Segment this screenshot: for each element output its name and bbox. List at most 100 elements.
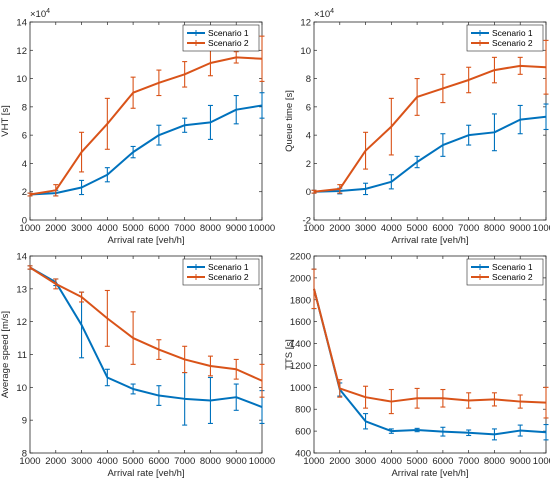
x-tick-label: 3000 (355, 456, 376, 467)
x-tick-label: 3000 (71, 456, 92, 467)
subplot-3: 1000 2000 3000 4000 5000 6000 7000 8000 9000 1000… (0, 252, 275, 480)
x-tick-label: 9000 (226, 223, 247, 234)
x-tick-label: 3000 (355, 223, 376, 234)
x-tick-label: 6000 (148, 223, 169, 234)
x-tick-label: 2000 (45, 456, 66, 467)
y-tick-label: 9 (22, 416, 27, 427)
legend-box (466, 258, 544, 286)
subplot-1: 1000 2000 3000 4000 5000 6000 7000 8000 9000 1000… (0, 8, 275, 246)
x-axis-label: Arrival rate [veh/h] (391, 468, 468, 479)
x-axis-label: Arrival rate [veh/h] (107, 235, 184, 246)
x-tick-label: 2000 (329, 456, 350, 467)
x-tick-label: 5000 (123, 223, 144, 234)
y-tick-label: 6 (22, 131, 27, 142)
y-axis-label: Queue time [s] (284, 90, 295, 152)
series-line (313, 288, 547, 436)
y-tick-label: 800 (295, 405, 311, 416)
y-tick-label: 1800 (290, 295, 311, 306)
y-tick-label: 1200 (290, 361, 311, 372)
legend-box (466, 24, 544, 52)
x-tick-label: 10000 (249, 456, 275, 467)
y-axis-label: Average speed [m/s] (0, 311, 11, 398)
legend-label: Scenario 2 (208, 272, 249, 282)
legend-label: Scenario 1 (492, 28, 533, 38)
legend-label: Scenario 2 (492, 272, 533, 282)
y-exponent-label: ×104 (30, 8, 50, 20)
x-tick-label: 5000 (407, 223, 428, 234)
x-tick-label: 2000 (329, 223, 350, 234)
x-tick-label: 8000 (484, 223, 505, 234)
y-tick-label: 1000 (290, 383, 311, 394)
x-tick-label: 7000 (174, 223, 195, 234)
x-tick-label: 6000 (432, 223, 453, 234)
x-tick-label: 7000 (458, 223, 479, 234)
series-line (313, 64, 547, 193)
x-tick-label: 4000 (381, 223, 402, 234)
series-line (29, 104, 263, 196)
x-tick-label: 9000 (510, 223, 531, 234)
x-tick-label: 10000 (249, 223, 275, 234)
series-line (313, 115, 547, 193)
series-line (29, 266, 263, 408)
x-tick-label: 8000 (200, 223, 221, 234)
y-axis-label: VHT [s] (0, 105, 11, 137)
axes-box (29, 21, 263, 221)
x-axis-label: Arrival rate [veh/h] (391, 235, 468, 246)
x-tick-label: 4000 (97, 223, 118, 234)
x-tick-label: 1000 (303, 456, 324, 467)
x-tick-label: 7000 (174, 456, 195, 467)
y-tick-label: 10 (300, 46, 311, 57)
x-tick-label: 5000 (123, 456, 144, 467)
x-tick-label: 9000 (510, 456, 531, 467)
x-tick-label: 7000 (458, 456, 479, 467)
y-tick-label: 1600 (290, 317, 311, 328)
legend-box (182, 258, 260, 286)
x-tick-label: 10000 (533, 223, 550, 234)
x-tick-label: 4000 (381, 456, 402, 467)
y-tick-label: 10 (16, 383, 27, 394)
x-axis-label: Arrival rate [veh/h] (107, 468, 184, 479)
legend-label: Scenario 2 (492, 38, 533, 48)
y-tick-label: 0 (22, 216, 27, 227)
subplot-2: 1000 2000 3000 4000 5000 6000 7000 8000 90001000… (284, 8, 550, 246)
y-tick-label: -2 (303, 216, 311, 227)
legend-label: Scenario 1 (208, 28, 249, 38)
y-tick-label: 13 (16, 284, 27, 295)
x-tick-label: 4000 (97, 456, 118, 467)
y-tick-label: 12 (16, 317, 27, 328)
y-exponent-label: ×104 (314, 8, 334, 20)
series-1 (27, 92, 265, 197)
series-line (29, 266, 263, 382)
y-tick-label: 2200 (290, 252, 311, 263)
x-tick-label: 5000 (407, 456, 428, 467)
x-tick-label: 6000 (148, 456, 169, 467)
axes-box (313, 255, 547, 454)
y-tick-label: 400 (295, 449, 311, 460)
series-2 (311, 268, 549, 419)
x-tick-label: 1000 (19, 223, 40, 234)
y-tick-label: 8 (22, 449, 27, 460)
y-tick-label: 14 (16, 18, 27, 29)
y-tick-label: 6 (306, 102, 311, 113)
y-tick-label: 10 (16, 74, 27, 85)
legend-box (182, 24, 260, 52)
series-2 (27, 265, 265, 398)
x-tick-label: 9000 (226, 456, 247, 467)
y-tick-label: 2000 (290, 273, 311, 284)
y-tick-label: 0 (306, 187, 311, 198)
x-tick-label: 1000 (19, 456, 40, 467)
series-2 (311, 39, 549, 194)
y-tick-label: 8 (306, 74, 311, 85)
y-tick-label: 2 (22, 187, 27, 198)
y-tick-label: 2 (306, 159, 311, 170)
y-tick-label: 600 (295, 427, 311, 438)
y-tick-label: 1400 (290, 339, 311, 350)
y-tick-label: 12 (16, 46, 27, 57)
series-line (29, 56, 263, 196)
legend-label: Scenario 1 (208, 262, 249, 272)
